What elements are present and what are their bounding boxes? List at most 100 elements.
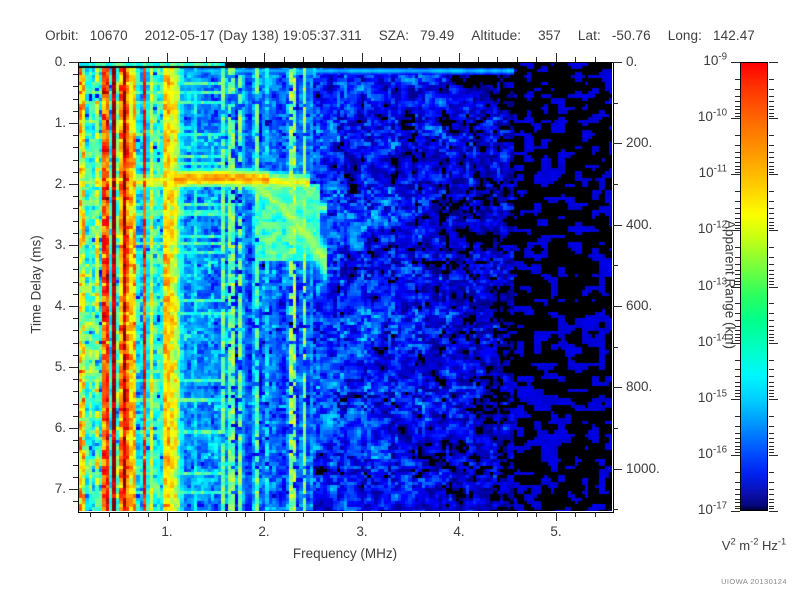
y2-tick-label-600.: 600. <box>626 298 653 313</box>
x-tick-minor <box>284 512 285 517</box>
figure-header: Orbit: 10670 2012-05-17 (Day 138) 19:05:37… <box>0 28 800 43</box>
colorbar-tick-label--14: 10-14 <box>697 332 727 349</box>
y-tick-minor <box>73 86 78 87</box>
y-tick-minor <box>73 404 78 405</box>
colorbar-tick-minor <box>769 393 774 394</box>
colorbar-tick-minor <box>735 446 740 447</box>
colorbar-tick-minor <box>735 162 740 163</box>
y-tick-minor <box>73 147 78 148</box>
colorbar-tick-minor <box>735 166 740 167</box>
x-tick-minor <box>90 512 91 517</box>
y-tick-minor <box>73 135 78 136</box>
x-tick-top <box>323 57 324 62</box>
colorbar-tick-minor <box>735 489 740 490</box>
colorbar-tick-minor <box>735 376 740 377</box>
colorbar-tick-minor <box>735 116 740 117</box>
colorbar-tick-minor <box>769 274 774 275</box>
x-tick-minor <box>128 512 129 517</box>
colorbar-tick-minor <box>769 416 774 417</box>
x-tick-minor <box>497 512 498 517</box>
colorbar-tick-minor <box>769 96 774 97</box>
colorbar-tick-minor <box>769 79 774 80</box>
colorbar-tick-minor <box>769 472 774 473</box>
x-axis-title: Frequency (MHz) <box>292 546 398 561</box>
colorbar-tick-minor <box>735 208 740 209</box>
y-tick-minor <box>73 196 78 197</box>
colorbar-tick-minor <box>769 270 774 271</box>
colorbar-tick-minor <box>735 218 740 219</box>
colorbar-tick-minor <box>769 303 774 304</box>
colorbar-tick-minor <box>735 360 740 361</box>
colorbar-tick-right--10 <box>769 118 778 119</box>
x-tick-top <box>459 53 460 62</box>
y-tick-label-5.: 5. <box>54 359 66 374</box>
x-tick-major-2. <box>264 512 265 521</box>
y2-tick-minor <box>613 143 622 144</box>
x-tick-label-1.: 1. <box>161 524 173 539</box>
colorbar-tick-minor <box>735 79 740 80</box>
colorbar-tick-minor <box>735 303 740 304</box>
x-tick-top <box>381 57 382 62</box>
colorbar-tick-minor <box>735 369 740 370</box>
y-tick-minor <box>73 465 78 466</box>
x-tick-top <box>284 57 285 62</box>
x-tick-top <box>575 57 576 62</box>
y-tick-minor <box>73 330 78 331</box>
x-tick-minor <box>517 512 518 517</box>
y-tick-label-2.: 2. <box>54 176 66 191</box>
colorbar-tick-minor <box>769 116 774 117</box>
colorbar-tick-minor <box>769 390 774 391</box>
colorbar-tick--13 <box>731 287 740 288</box>
colorbar-tick-label--11: 10-11 <box>698 163 727 180</box>
credit-label: UIOWA 20130124 <box>721 577 787 586</box>
y-tick-minor <box>73 99 78 100</box>
x-tick-top <box>497 57 498 62</box>
x-tick-top <box>128 57 129 62</box>
x-tick-minor <box>342 512 343 517</box>
orbit-label: Orbit: <box>45 28 79 43</box>
y2-tick-minor <box>613 62 622 63</box>
y-tick-label-1.: 1. <box>54 115 66 130</box>
y2-axis-title: Apparent Range (km) <box>722 219 738 349</box>
x-tick-minor <box>478 512 479 517</box>
x-tick-major-4. <box>459 512 460 521</box>
colorbar-tick-minor <box>769 281 774 282</box>
colorbar-tick-label--17: 10-17 <box>697 500 727 517</box>
y2-tick-minor <box>613 387 622 388</box>
colorbar-tick-label--9: 10-9 <box>703 51 727 68</box>
colorbar-tick-minor <box>735 449 740 450</box>
y-tick-minor <box>73 379 78 380</box>
colorbar-tick-minor <box>735 96 740 97</box>
colorbar-tick-minor <box>735 382 740 383</box>
colorbar-tick-minor <box>769 452 774 453</box>
colorbar-tick-minor <box>769 506 774 507</box>
colorbar-tick-minor <box>769 446 774 447</box>
x-tick-top <box>420 57 421 62</box>
colorbar-tick-minor <box>769 101 774 102</box>
colorbar-tick-minor <box>769 438 774 439</box>
colorbar-tick-label--15: 10-15 <box>697 388 727 405</box>
colorbar-tick-minor <box>769 396 774 397</box>
colorbar-tick-minor <box>735 228 740 229</box>
y-tick-minor <box>73 111 78 112</box>
colorbar-tick-minor <box>769 334 774 335</box>
colorbar-tick-right--16 <box>769 455 778 456</box>
colorbar-tick-minor <box>735 320 740 321</box>
colorbar-tick-right--14 <box>769 343 778 344</box>
colorbar-tick-minor <box>769 247 774 248</box>
colorbar-tick-label--16: 10-16 <box>697 444 727 461</box>
colorbar-tick-minor <box>769 382 774 383</box>
colorbar-tick-minor <box>769 499 774 500</box>
x-tick-label-2.: 2. <box>258 524 270 539</box>
colorbar-tick-right--11 <box>769 174 778 175</box>
x-tick-minor <box>400 512 401 517</box>
y-tick-minor <box>73 233 78 234</box>
x-tick-minor <box>245 512 246 517</box>
y-tick-label-7.: 7. <box>54 481 66 496</box>
y2-tick-minor <box>613 306 622 307</box>
colorbar-tick-minor <box>735 330 740 331</box>
y2-tick-minor <box>613 509 618 510</box>
y-tick-minor <box>69 245 78 246</box>
x-tick-major-5. <box>556 512 557 521</box>
colorbar-tick-minor <box>735 502 740 503</box>
